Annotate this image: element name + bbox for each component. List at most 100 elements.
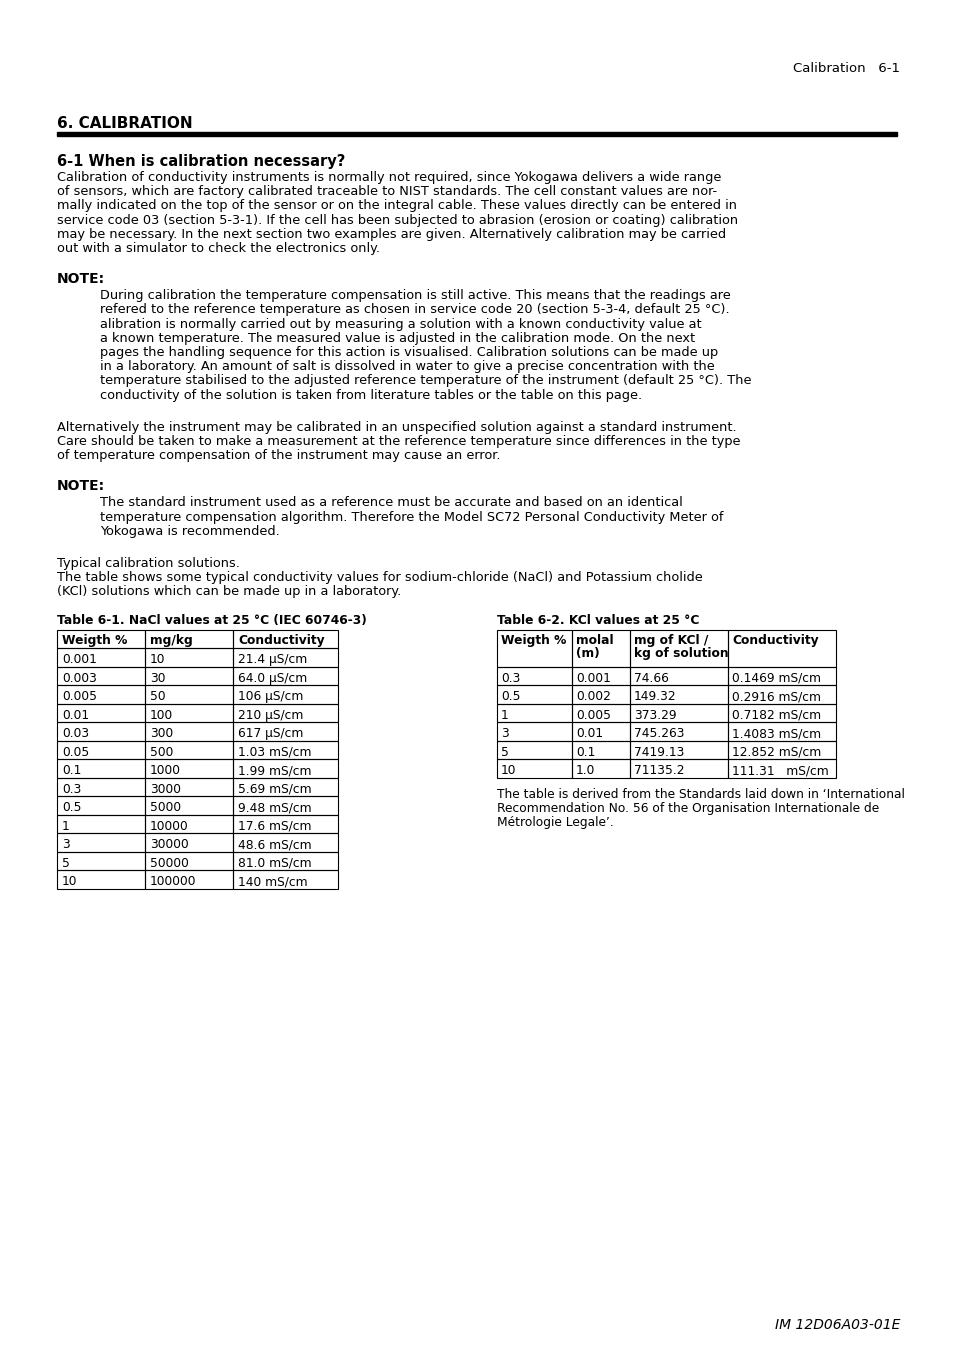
Bar (572, 759, 629, 778)
Bar (145, 648, 233, 667)
Text: 300: 300 (150, 728, 173, 740)
Text: 81.0 mS/cm: 81.0 mS/cm (237, 857, 312, 869)
Text: 0.2916 mS/cm: 0.2916 mS/cm (731, 690, 821, 703)
Text: 12.852 mS/cm: 12.852 mS/cm (731, 745, 821, 759)
Text: Alternatively the instrument may be calibrated in an unspecified solution agains: Alternatively the instrument may be cali… (57, 421, 736, 433)
Text: 1.99 mS/cm: 1.99 mS/cm (237, 764, 312, 778)
Bar (233, 796, 337, 814)
Bar (233, 741, 337, 759)
Text: The table is derived from the Standards laid down in ‘International: The table is derived from the Standards … (497, 787, 904, 801)
Text: Métrologie Legale’.: Métrologie Legale’. (497, 815, 613, 829)
Text: 21.4 μS/cm: 21.4 μS/cm (237, 653, 307, 666)
Text: 0.01: 0.01 (62, 709, 89, 722)
Text: 50000: 50000 (150, 857, 189, 869)
Text: mg/kg: mg/kg (150, 633, 193, 647)
Text: NOTE:: NOTE: (57, 273, 105, 286)
Text: Weigth %: Weigth % (500, 633, 566, 647)
Text: of sensors, which are factory calibrated traceable to NIST standards. The cell c: of sensors, which are factory calibrated… (57, 185, 717, 198)
Text: Weigth %: Weigth % (62, 633, 128, 647)
Bar (233, 648, 337, 667)
Bar (727, 703, 835, 722)
Bar (629, 667, 727, 684)
Text: 0.002: 0.002 (576, 690, 610, 703)
Bar (57, 871, 145, 888)
Text: temperature stabilised to the adjusted reference temperature of the instrument (: temperature stabilised to the adjusted r… (100, 374, 751, 387)
Text: 3000: 3000 (150, 783, 181, 795)
Text: During calibration the temperature compensation is still active. This means that: During calibration the temperature compe… (100, 289, 730, 302)
Bar (233, 759, 337, 778)
Text: 30: 30 (150, 671, 165, 684)
Bar (233, 684, 337, 703)
Bar (629, 722, 727, 741)
Text: 3: 3 (500, 728, 508, 740)
Text: 745.263: 745.263 (634, 728, 684, 740)
Text: out with a simulator to check the electronics only.: out with a simulator to check the electr… (57, 242, 379, 255)
Bar (57, 759, 145, 778)
Bar (145, 684, 233, 703)
Text: 6-1 When is calibration necessary?: 6-1 When is calibration necessary? (57, 154, 345, 169)
Bar (497, 703, 572, 722)
Bar (57, 814, 145, 833)
Bar (233, 871, 337, 888)
Text: 1.0: 1.0 (576, 764, 595, 778)
Text: 50: 50 (150, 690, 166, 703)
Text: 0.001: 0.001 (62, 653, 97, 666)
Text: 5: 5 (62, 857, 70, 869)
Text: 111.31   mS/cm: 111.31 mS/cm (731, 764, 828, 778)
Text: 617 μS/cm: 617 μS/cm (237, 728, 303, 740)
Text: 9.48 mS/cm: 9.48 mS/cm (237, 801, 312, 814)
Text: alibration is normally carried out by measuring a solution with a known conducti: alibration is normally carried out by me… (100, 317, 700, 331)
Text: Table 6-2. KCl values at 25 °C: Table 6-2. KCl values at 25 °C (497, 614, 699, 626)
Bar (57, 648, 145, 667)
Text: molal: molal (576, 633, 613, 647)
Text: 140 mS/cm: 140 mS/cm (237, 875, 307, 888)
Text: 17.6 mS/cm: 17.6 mS/cm (237, 819, 312, 833)
Bar (57, 684, 145, 703)
Text: 0.05: 0.05 (62, 745, 90, 759)
Text: The standard instrument used as a reference must be accurate and based on an ide: The standard instrument used as a refere… (100, 497, 682, 509)
Bar (233, 667, 337, 684)
Bar (233, 852, 337, 871)
Text: Calibration   6-1: Calibration 6-1 (792, 62, 899, 76)
Text: Conductivity: Conductivity (237, 633, 324, 647)
Text: 5000: 5000 (150, 801, 181, 814)
Text: Calibration of conductivity instruments is normally not required, since Yokogawa: Calibration of conductivity instruments … (57, 171, 720, 184)
Text: 149.32: 149.32 (634, 690, 676, 703)
Bar (727, 684, 835, 703)
Text: conductivity of the solution is taken from literature tables or the table on thi: conductivity of the solution is taken fr… (100, 389, 641, 401)
Text: of temperature compensation of the instrument may cause an error.: of temperature compensation of the instr… (57, 450, 500, 462)
Bar (727, 759, 835, 778)
Text: Care should be taken to make a measurement at the reference temperature since di: Care should be taken to make a measureme… (57, 435, 740, 448)
Bar (145, 703, 233, 722)
Bar (629, 703, 727, 722)
Text: 1000: 1000 (150, 764, 181, 778)
Bar (145, 722, 233, 741)
Text: mally indicated on the top of the sensor or on the integral cable. These values : mally indicated on the top of the sensor… (57, 200, 737, 212)
Text: Conductivity: Conductivity (731, 633, 818, 647)
Text: 1.03 mS/cm: 1.03 mS/cm (237, 745, 312, 759)
Text: 10: 10 (500, 764, 516, 778)
Text: 0.7182 mS/cm: 0.7182 mS/cm (731, 709, 821, 722)
Text: 74.66: 74.66 (634, 671, 668, 684)
Bar (145, 833, 233, 852)
Bar (145, 667, 233, 684)
Bar (145, 871, 233, 888)
Bar (497, 741, 572, 759)
Bar (233, 722, 337, 741)
Text: 0.1: 0.1 (576, 745, 595, 759)
Bar (572, 667, 629, 684)
Text: The table shows some typical conductivity values for sodium-chloride (NaCl) and : The table shows some typical conductivit… (57, 571, 702, 585)
Bar (57, 796, 145, 814)
Bar (727, 667, 835, 684)
Text: mg of KCl /: mg of KCl / (634, 633, 708, 647)
Text: refered to the reference temperature as chosen in service code 20 (section 5-3-4: refered to the reference temperature as … (100, 304, 729, 316)
Text: in a laboratory. An amount of salt is dissolved in water to give a precise conce: in a laboratory. An amount of salt is di… (100, 360, 714, 373)
Text: Typical calibration solutions.: Typical calibration solutions. (57, 558, 239, 570)
Bar (497, 667, 572, 684)
Bar (145, 852, 233, 871)
Text: 0.001: 0.001 (576, 671, 610, 684)
Text: 0.5: 0.5 (62, 801, 81, 814)
Text: 48.6 mS/cm: 48.6 mS/cm (237, 838, 312, 850)
Bar (497, 629, 572, 667)
Bar (57, 722, 145, 741)
